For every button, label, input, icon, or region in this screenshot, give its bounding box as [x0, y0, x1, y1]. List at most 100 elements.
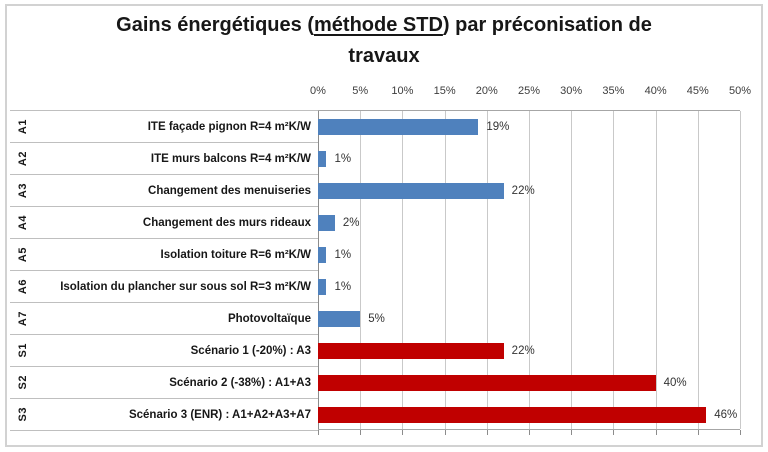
- plot-rows: 19% 1% 22% 2% 1% 1% 5% 22% 40% 46%: [318, 111, 740, 431]
- category-label: ITE murs balcons R=4 m²K/W: [150, 152, 311, 165]
- category-label: Scénario 3 (ENR) : A1+A2+A3+A7: [128, 408, 311, 421]
- category-row-s2: S2 Scénario 2 (-38%) : A1+A3: [10, 367, 318, 399]
- axis-tick-mark: [613, 430, 615, 435]
- axis-tick-label: 45%: [686, 85, 709, 97]
- gridline: [740, 111, 741, 429]
- category-label: Isolation toiture R=6 m²K/W: [160, 248, 311, 261]
- category-code-cell: S2: [10, 375, 36, 389]
- gridline: [486, 111, 488, 429]
- axis-tick-label: 5%: [352, 85, 369, 97]
- axis-tick-mark: [740, 430, 741, 435]
- axis-tick-mark: [318, 430, 319, 435]
- bar-a4: [318, 215, 335, 231]
- bar-row-s3: 46%: [318, 399, 740, 431]
- category-row-s3: S3 Scénario 3 (ENR) : A1+A2+A3+A7: [10, 399, 318, 431]
- axis-tick-label: 0%: [310, 85, 326, 97]
- category-label: Scénario 1 (-20%) : A3: [190, 344, 311, 357]
- category-row-a7: A7 Photovoltaïque: [10, 303, 318, 335]
- category-label: Changement des murs rideaux: [142, 216, 311, 229]
- bar-a1: [318, 119, 479, 135]
- category-row-a5: A5 Isolation toiture R=6 m²K/W: [10, 239, 318, 271]
- axis-tick-mark: [571, 430, 573, 435]
- axis-tick-mark: [402, 430, 404, 435]
- category-row-a3: A3 Changement des menuiseries: [10, 175, 318, 207]
- category-label: Scénario 2 (-38%) : A1+A3: [169, 376, 311, 389]
- category-code: A7: [17, 310, 29, 327]
- category-code-cell: A6: [10, 279, 36, 294]
- chart-title-underlined-text: méthode STD: [314, 14, 443, 36]
- category-code-cell: A4: [10, 215, 36, 230]
- bar-row-a5: 1%: [318, 239, 740, 271]
- value-axis: 0% 5% 10% 15% 20% 25% 30% 35% 40% 45% 50%: [310, 85, 751, 103]
- category-code: A4: [17, 214, 29, 231]
- bar-row-a6: 1%: [318, 271, 740, 303]
- axis-tick-label: 15%: [433, 85, 456, 97]
- bar-value-label: 22%: [511, 185, 535, 197]
- gridline: [360, 111, 362, 429]
- chart-title: Gains énergétiques (méthode STD) par pré…: [0, 10, 768, 72]
- bar-a5: [318, 247, 327, 263]
- bar-a7: [318, 311, 361, 327]
- axis-tick-label: 20%: [475, 85, 498, 97]
- axis-tick-mark: [655, 430, 657, 435]
- bar-s3: [318, 407, 707, 423]
- axis-tick-mark: [444, 430, 446, 435]
- gridline: [444, 111, 446, 429]
- category-code: A5: [17, 246, 29, 263]
- bar-value-label: 46%: [714, 409, 738, 421]
- bar-s2: [318, 375, 656, 391]
- category-code: S1: [17, 343, 29, 358]
- category-label: Photovoltaïque: [227, 312, 311, 325]
- bar-row-a3: 22%: [318, 175, 740, 207]
- axis-tick-label: 10%: [391, 85, 414, 97]
- axis-tick-label: 35%: [602, 85, 625, 97]
- category-label: ITE façade pignon R=4 m²K/W: [147, 120, 311, 133]
- category-row-a6: A6 Isolation du plancher sur sous sol R=3…: [10, 271, 318, 303]
- bar-row-a7: 5%: [318, 303, 740, 335]
- category-row-a1: A1 ITE façade pignon R=4 m²K/W: [10, 111, 318, 143]
- chart-title-text: travaux: [348, 45, 420, 67]
- bar-row-s1: 22%: [318, 335, 740, 367]
- gridline: [697, 111, 699, 429]
- axis-tick-mark: [486, 430, 488, 435]
- category-row-a4: A4 Changement des murs rideaux: [10, 207, 318, 239]
- category-code: A3: [17, 182, 29, 199]
- bar-value-label: 1%: [334, 153, 352, 165]
- bar-value-label: 1%: [334, 281, 352, 293]
- category-axis: A1 ITE façade pignon R=4 m²K/W A2 ITE murs …: [10, 110, 318, 431]
- axis-tick-mark: [697, 430, 699, 435]
- category-code-cell: A1: [10, 119, 36, 134]
- bar-row-a1: 19%: [318, 111, 740, 143]
- axis-tick-label: 30%: [560, 85, 583, 97]
- axis-tick-label: 40%: [644, 85, 667, 97]
- bar-value-label: 2%: [342, 217, 360, 229]
- bar-value-label: 5%: [368, 313, 385, 325]
- value-axis-line: [318, 111, 319, 429]
- bar-value-label: 19%: [486, 121, 510, 133]
- bar-row-a4: 2%: [318, 207, 740, 239]
- category-code-cell: S1: [10, 343, 36, 357]
- category-row-a2: A2 ITE murs balcons R=4 m²K/W: [10, 143, 318, 175]
- bar-value-label: 22%: [511, 345, 535, 357]
- bar-row-a2: 1%: [318, 143, 740, 175]
- gridline: [655, 111, 657, 429]
- chart-title-text: ) par préconisation de: [442, 14, 652, 36]
- chart-title-line1: Gains énergétiques (méthode STD) par pré…: [0, 10, 768, 41]
- bar-value-label: 40%: [663, 377, 687, 389]
- category-code: S3: [17, 407, 29, 422]
- gridline: [529, 111, 530, 429]
- chart-title-text: Gains énergétiques (: [116, 14, 314, 36]
- category-code: A1: [17, 118, 29, 135]
- bar-a6: [318, 279, 327, 295]
- category-code: A6: [17, 278, 29, 295]
- category-code-cell: S3: [10, 407, 36, 421]
- bar-s1: [318, 343, 504, 359]
- bar-a2: [318, 151, 327, 167]
- gridline: [613, 111, 615, 429]
- chart-title-line2: travaux: [0, 41, 768, 72]
- axis-tick-label: 50%: [728, 85, 752, 97]
- bar-a3: [318, 183, 504, 199]
- bar-row-s2: 40%: [318, 367, 740, 399]
- category-code: A2: [17, 150, 29, 167]
